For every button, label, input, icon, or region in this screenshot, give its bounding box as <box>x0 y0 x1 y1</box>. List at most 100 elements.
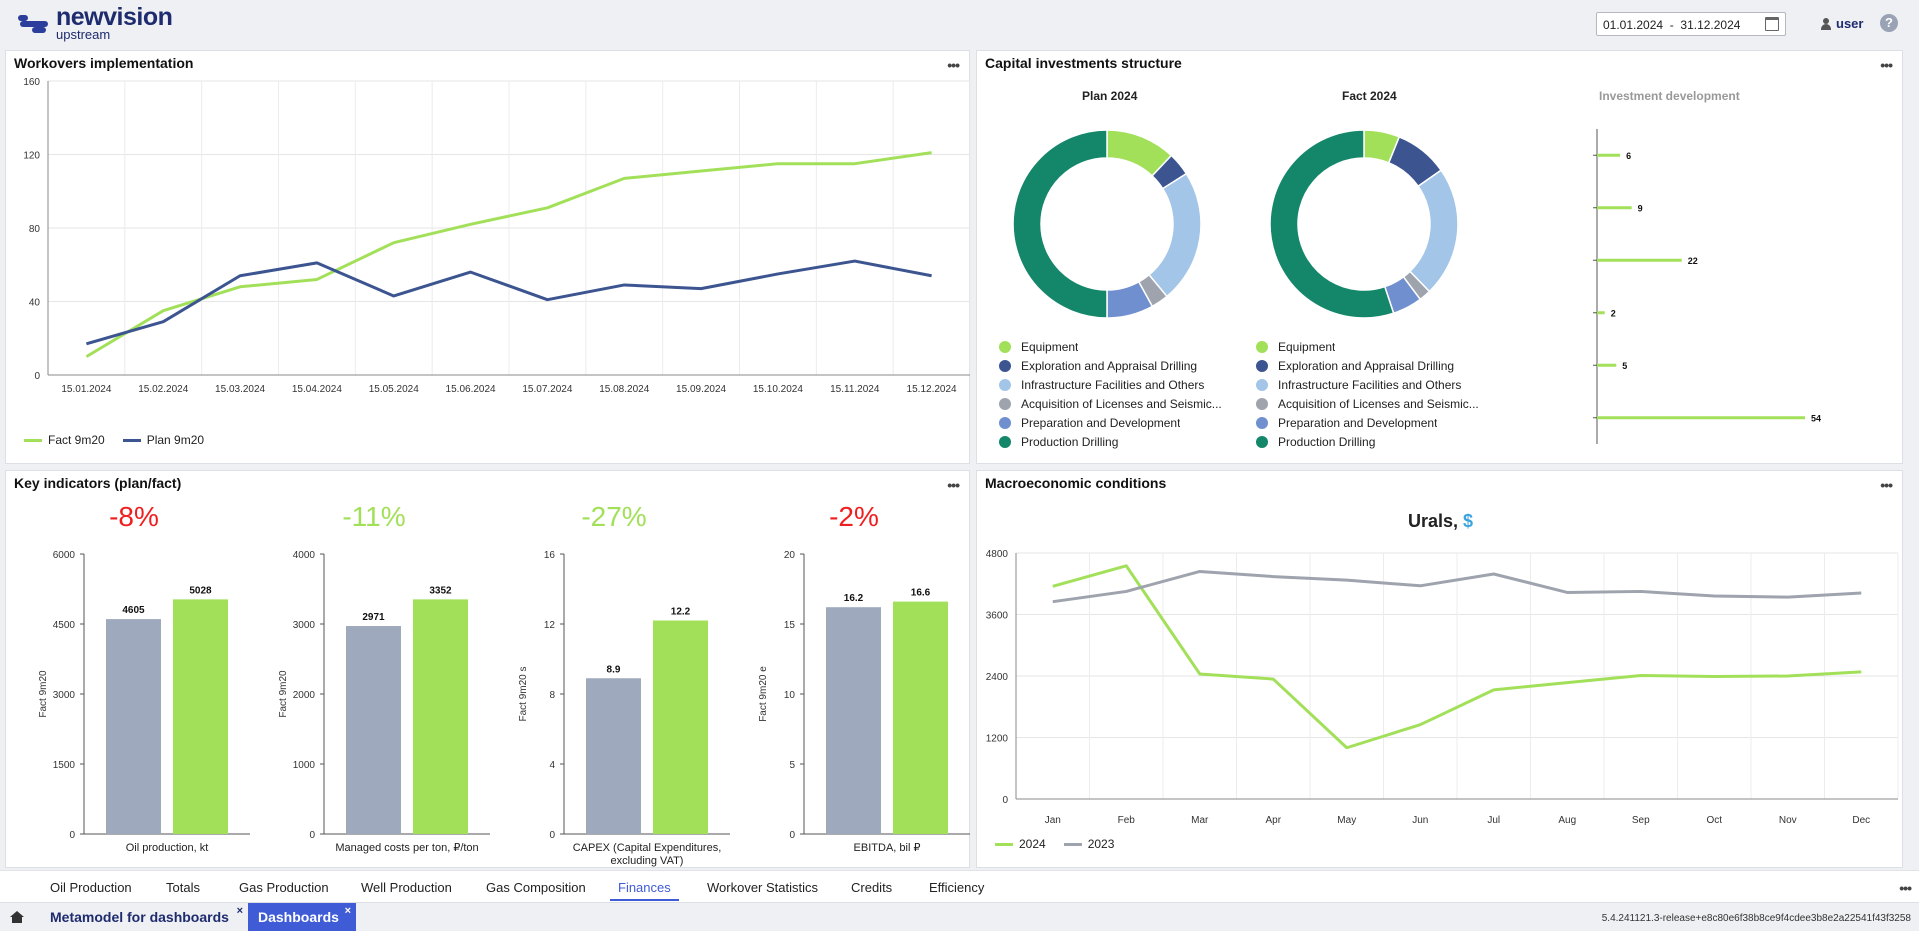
legend-swatch <box>999 416 1011 429</box>
legend-item[interactable]: Preparation and Development <box>1256 413 1486 432</box>
help-icon[interactable]: ? <box>1880 14 1898 32</box>
urals-unit: $ <box>1463 511 1474 531</box>
fact-donut-chart <box>1269 129 1459 319</box>
kpi-bar-chart: 0 1500 3000 4500 6000 Fact 9m20 4605 5028 <box>38 550 250 841</box>
capex-panel: Capital investments structure ••• Plan 2… <box>976 50 1903 464</box>
tab-finances[interactable]: Finances <box>610 880 679 901</box>
calendar-icon[interactable] <box>1765 17 1779 31</box>
user-icon <box>1821 17 1831 30</box>
more-tabs-icon[interactable]: ••• <box>1899 880 1912 896</box>
legend-label: Acquisition of Licenses and Seismic... <box>1021 396 1222 411</box>
legend-item[interactable]: Infrastructure Facilities and Others <box>1256 375 1486 394</box>
x-tick-label: Aug <box>1558 815 1576 826</box>
tab-totals[interactable]: Totals <box>166 880 200 895</box>
legend-item[interactable]: Infrastructure Facilities and Others <box>999 375 1229 394</box>
legend-item[interactable]: Exploration and Appraisal Drilling <box>1256 356 1486 375</box>
legend-fact[interactable]: Fact 9m20 <box>24 433 105 447</box>
taskbar-tab-dashboards[interactable]: Dashboards × <box>248 903 356 931</box>
macro-title: Macroeconomic conditions <box>985 475 1167 491</box>
kpi-card: -8% 0 1500 3000 4500 6000 Fact 9m20 4605 5028 Oil… <box>34 493 269 869</box>
legend-swatch <box>1256 435 1268 448</box>
legend-item[interactable]: Production Drilling <box>999 432 1229 451</box>
y-tick-label: 3000 <box>53 690 76 701</box>
x-tick-label: Oct <box>1706 815 1722 826</box>
bar <box>1597 311 1605 315</box>
tab-well-production[interactable]: Well Production <box>361 880 452 895</box>
close-icon[interactable]: × <box>344 905 351 917</box>
legend-2024[interactable]: 2024 <box>995 837 1046 851</box>
x-tick-label: 15.08.2024 <box>599 384 649 395</box>
series-line-1 <box>1052 569 1862 604</box>
x-tick-label: 15.02.2024 <box>138 384 188 395</box>
x-axis-label: Oil production, kt <box>125 842 209 854</box>
pie-slice <box>1269 129 1395 319</box>
data-label: 2971 <box>362 612 385 623</box>
kpi-card: -27% 0 4 8 12 16 Fact 9m20 s 8.9 12.2 CAPEX (Capi… <box>514 493 749 869</box>
data-label: 8.9 <box>607 664 621 675</box>
home-icon[interactable] <box>10 911 24 923</box>
legend-item[interactable]: Preparation and Development <box>999 413 1229 432</box>
legend-item[interactable]: Equipment <box>999 337 1229 356</box>
x-tick-label: May <box>1337 815 1356 826</box>
legend-item[interactable]: Exploration and Appraisal Drilling <box>999 356 1229 375</box>
legend-label: Exploration and Appraisal Drilling <box>1278 358 1455 373</box>
key-indicators-menu-icon[interactable]: ••• <box>947 477 960 493</box>
tab-gas-composition[interactable]: Gas Composition <box>486 880 586 895</box>
series-line-1 <box>86 259 932 346</box>
key-indicators-title: Key indicators (plan/fact) <box>14 475 182 491</box>
legend-item[interactable]: Equipment <box>1256 337 1486 356</box>
logo-title: newvision <box>56 3 173 31</box>
y-tick-label: 12 <box>544 620 556 631</box>
pie-slice <box>1408 169 1459 293</box>
capex-menu-icon[interactable]: ••• <box>1880 57 1893 73</box>
x-axis-label: CAPEX (Capital Expenditures, excluding V… <box>572 842 722 867</box>
data-label: 5028 <box>189 585 212 596</box>
legend-item[interactable]: Production Drilling <box>1256 432 1486 451</box>
workovers-menu-icon[interactable]: ••• <box>947 57 960 73</box>
y-tick-label: 3600 <box>986 611 1009 622</box>
legend-label: Equipment <box>1021 339 1079 354</box>
legend-2023[interactable]: 2023 <box>1063 837 1114 851</box>
x-tick-label: 15.06.2024 <box>446 384 496 395</box>
macro-menu-icon[interactable]: ••• <box>1880 477 1893 493</box>
legend-swatch <box>999 340 1011 353</box>
close-icon[interactable]: × <box>236 905 243 917</box>
macro-legend: 2024 2023 <box>995 837 1114 851</box>
tab-oil-production[interactable]: Oil Production <box>50 880 132 895</box>
tab-workover-statistics[interactable]: Workover Statistics <box>707 880 819 895</box>
user-name: user <box>1836 16 1864 31</box>
y-tick-label: 4800 <box>986 549 1009 560</box>
y-axis-label: Fact 9m20 <box>278 670 289 718</box>
capex-title: Capital investments structure <box>985 55 1182 71</box>
legend-plan[interactable]: Plan 9m20 <box>122 433 204 447</box>
x-tick-label: 15.04.2024 <box>292 384 342 395</box>
y-tick-label: 0 <box>309 830 315 841</box>
fact-donut-title: Fact 2024 <box>1342 89 1397 103</box>
workovers-panel: Workovers implementation ••• 0 40 80 120 160… <box>5 50 971 464</box>
dashboard-tabs: Oil Production Totals Gas Production Wel… <box>0 870 1919 902</box>
y-tick-label: 0 <box>1002 795 1008 806</box>
date-range-value: 01.01.2024 - 31.12.2024 <box>1603 18 1741 32</box>
data-label: 9 <box>1638 203 1643 213</box>
logo[interactable]: newvision upstream <box>18 3 173 41</box>
plan-donut-legend: Equipment Exploration and Appraisal Drill… <box>999 337 1229 451</box>
date-range-picker[interactable]: 01.01.2024 - 31.12.2024 <box>1596 12 1786 36</box>
taskbar-tab-metamodel[interactable]: Metamodel for dashboards × <box>50 905 243 925</box>
legend-swatch <box>1256 416 1268 429</box>
data-label: 54 <box>1811 413 1821 423</box>
legend-swatch <box>1256 397 1268 410</box>
pie-slice <box>1148 172 1202 298</box>
pie-slice <box>1012 129 1108 319</box>
legend-label: Infrastructure Facilities and Others <box>1278 377 1462 392</box>
tab-efficiency[interactable]: Efficiency <box>929 880 985 895</box>
user-menu[interactable]: user <box>1821 16 1863 31</box>
y-tick-label: 15 <box>784 620 796 631</box>
tab-credits[interactable]: Credits <box>851 880 893 895</box>
legend-label: Production Drilling <box>1021 434 1119 449</box>
legend-item[interactable]: Acquisition of Licenses and Seismic... <box>999 394 1229 413</box>
legend-item[interactable]: Acquisition of Licenses and Seismic... <box>1256 394 1486 413</box>
y-axis-label: Fact 9m20 <box>38 670 49 718</box>
y-tick-label: 1500 <box>53 760 76 771</box>
bar <box>1597 416 1805 420</box>
tab-gas-production[interactable]: Gas Production <box>239 880 329 895</box>
